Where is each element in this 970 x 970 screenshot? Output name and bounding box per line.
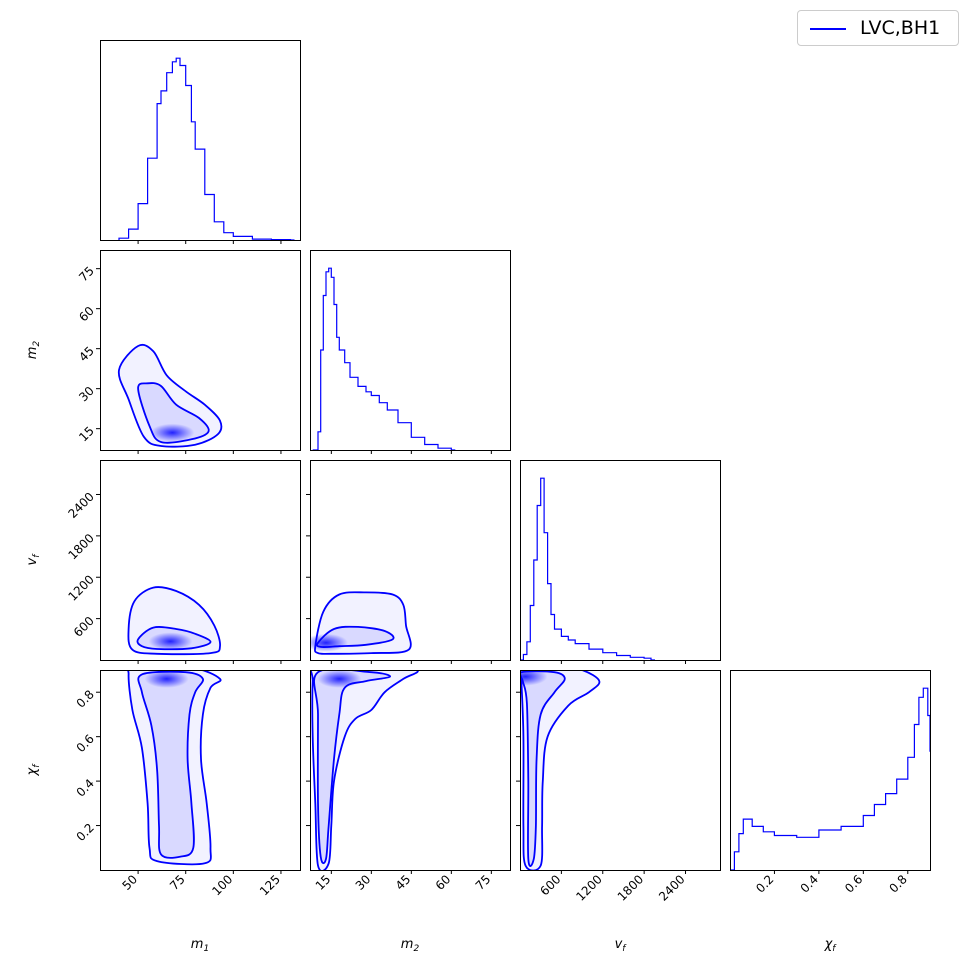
y-tick-label: 0.8 [74,687,97,710]
x-tick-label: 1200 [573,872,604,903]
contour-level-outer [520,670,601,870]
density-shade-inner [314,670,391,864]
y-tick-label: 0.2 [74,821,97,844]
contour-level-outer [117,343,223,448]
y-tick-label: 30 [76,384,97,405]
histogram-m1 [118,57,295,241]
contour-level-inner [137,382,210,444]
x-tick-label: 1800 [615,872,646,903]
panel-frame [100,40,301,241]
panel-m2-m2 [310,250,511,454]
contour-level-outer [126,670,222,866]
contour-group-vf-chif [520,670,601,870]
density-peak [144,670,189,688]
contour-level-inner [520,670,566,867]
density-shade-outer [310,670,418,870]
contour-level-inner [136,626,212,651]
x-tick-label: 50 [120,872,141,893]
y-tick-label: 15 [76,424,97,445]
contour-level-outer [314,591,412,655]
contour-group-m2-chif [310,670,419,870]
x-tick-label: 60 [433,872,454,893]
legend-series-line [810,28,846,30]
panel-frame [310,670,511,871]
panel-m2-chif: 15 30 45 60 75 [306,670,511,893]
x-tick-label: 15 [313,872,334,893]
panel-chif-chif: 0.2 0.4 0.6 0.8 [730,670,931,896]
y-tick-label: 1200 [65,572,96,603]
density-peak [150,423,195,442]
panel-frame [310,460,511,661]
panel-m1-m2: 15 30 45 60 75 [76,250,301,454]
y-tick-label: 0.4 [74,776,97,799]
histogram-chif [730,687,931,871]
panel-frame [520,460,721,661]
contour-level-outer [310,670,419,870]
panel-frame [730,670,931,871]
y-tick-label: 600 [71,614,97,640]
y-tick-label: 0.6 [74,732,97,755]
density-peak [520,670,548,686]
x-tick-label: 75 [473,872,494,893]
x-tick-label: 30 [353,872,374,893]
contour-level-outer [127,586,221,656]
y-tick-label: 2400 [65,490,96,521]
panel-frame [100,670,301,871]
contour-group-m1-chif [126,670,222,866]
density-peak [148,632,193,651]
x-axis-label-chif: χf [824,937,838,954]
x-tick-label: 2400 [656,872,687,903]
x-tick-label: 0.6 [842,872,865,895]
x-axis-label-vf: vf [615,937,628,954]
panel-frame [100,250,301,451]
y-tick-label: 60 [76,304,97,325]
contour-group-m2-vf [310,591,412,655]
histogram-vf [520,477,655,661]
y-axis-label-vf: vf [25,553,42,566]
x-tick-label: 75 [167,872,188,893]
legend-label: LVC,BH1 [860,17,941,39]
x-axis-label-m2: m2 [401,937,420,954]
panel-m1-chif: 50 75 100 125 0.2 0.4 0.6 0.8 [74,670,301,898]
panel-m1-vf: 600 1200 1800 2400 [65,460,301,664]
histogram-m2 [312,267,456,451]
panel-m2-vf [306,460,511,664]
y-axis-label-m2: m2 [25,341,42,360]
x-tick-label: 45 [393,872,414,893]
x-tick-label: 100 [209,872,235,898]
panel-m1-m1 [100,40,301,244]
density-shade-outer [127,670,221,865]
contour-level-inner [313,670,391,865]
contour-group-m1-vf [127,586,221,656]
x-tick-label: 125 [257,872,283,898]
contour-level-inner [137,670,204,859]
density-peak [317,670,362,688]
panel-frame [520,670,721,871]
y-tick-label: 45 [76,344,97,365]
x-tick-label: 0.8 [886,872,909,895]
panel-vf-chif: 600 1200 1800 2400 [516,670,721,904]
y-axis-label-chif: χf [25,763,42,777]
y-tick-label: 1800 [65,531,96,562]
contour-level-inner [316,625,395,648]
panel-vf-vf [520,460,721,664]
contour-group-m1-m2 [117,343,223,448]
density-shade-inner [138,671,204,858]
legend: LVC,BH1 [797,10,959,46]
panel-frame [100,460,301,661]
x-tick-label: 0.4 [798,872,821,895]
x-axis-label-m1: m1 [191,937,209,954]
density-shade-inner [520,671,565,867]
density-shade-outer [118,344,222,447]
y-tick-label: 75 [76,264,97,285]
x-tick-label: 600 [537,872,563,898]
x-tick-label: 0.2 [753,872,776,895]
panel-frame [310,250,511,451]
